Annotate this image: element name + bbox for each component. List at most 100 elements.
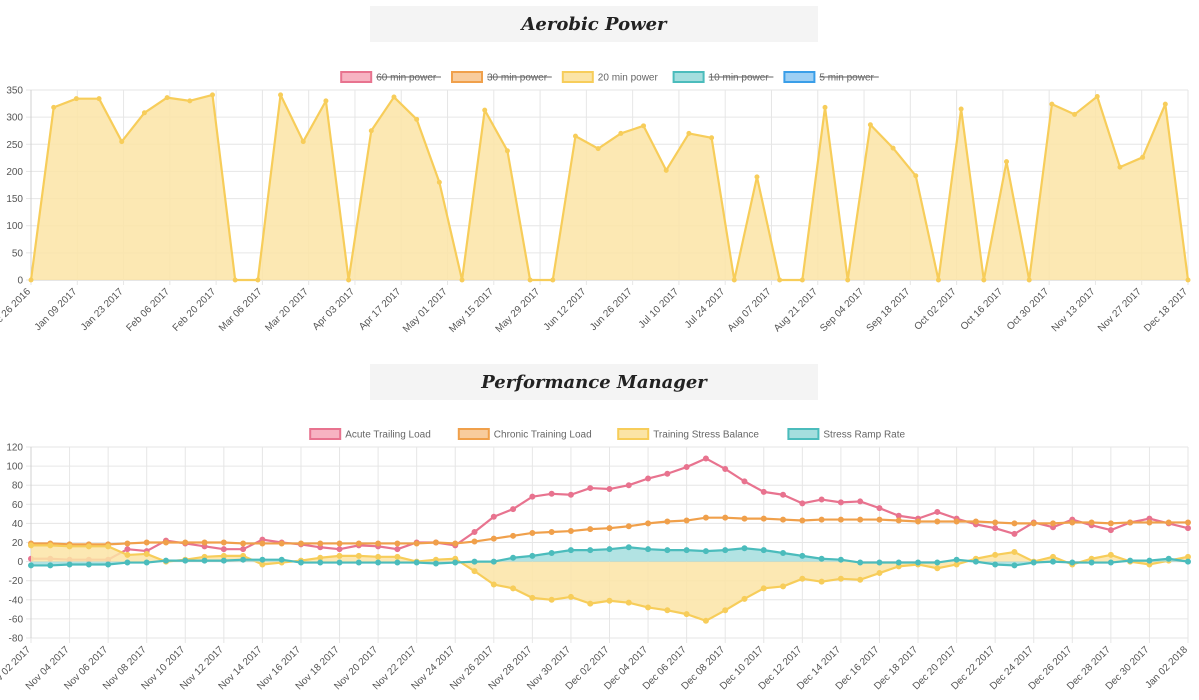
data-point[interactable] [124,540,131,547]
data-point[interactable] [934,559,941,566]
data-point[interactable] [935,277,941,283]
data-point[interactable] [702,617,709,624]
data-point[interactable] [1165,519,1172,526]
data-point[interactable] [857,576,864,583]
data-point[interactable] [162,539,169,546]
data-point[interactable] [413,540,420,547]
legend-item-5-min-power[interactable]: 5 min power [783,71,879,84]
data-point[interactable] [760,547,767,554]
data-point[interactable] [780,583,787,590]
data-point[interactable] [413,559,420,566]
data-point[interactable] [143,539,150,546]
data-point[interactable] [278,540,285,547]
data-point[interactable] [934,518,941,525]
data-point[interactable] [702,514,709,521]
data-point[interactable] [780,550,787,557]
data-point[interactable] [452,559,459,566]
data-point[interactable] [1050,558,1057,565]
data-point[interactable] [220,539,227,546]
data-point[interactable] [240,556,247,563]
data-point[interactable] [297,540,304,547]
data-point[interactable] [355,552,362,559]
data-point[interactable] [683,464,690,471]
data-point[interactable] [664,470,671,477]
data-point[interactable] [336,540,343,547]
data-point[interactable] [471,538,478,545]
legend-item-60-min-power[interactable]: 60 min power [340,71,441,84]
data-point[interactable] [201,539,208,546]
data-point[interactable] [471,558,478,565]
data-point[interactable] [201,557,208,564]
data-point[interactable] [722,465,729,472]
data-point[interactable] [799,552,806,559]
data-point[interactable] [51,104,57,110]
data-point[interactable] [490,535,497,542]
data-point[interactable] [1088,519,1095,526]
data-point[interactable] [1030,559,1037,566]
data-point[interactable] [895,517,902,524]
data-point[interactable] [394,546,401,553]
data-point[interactable] [895,559,902,566]
data-point[interactable] [818,555,825,562]
data-point[interactable] [818,516,825,523]
data-point[interactable] [375,540,382,547]
data-point[interactable] [664,547,671,554]
data-point[interactable] [876,559,883,566]
data-point[interactable] [336,552,343,559]
legend-item-10-min-power[interactable]: 10 min power [672,71,774,84]
data-point[interactable] [240,540,247,547]
data-point[interactable] [259,561,266,568]
data-point[interactable] [663,167,669,173]
data-point[interactable] [760,585,767,592]
data-point[interactable] [66,561,73,568]
data-point[interactable] [317,554,324,561]
data-point[interactable] [625,523,632,530]
data-point[interactable] [278,556,285,563]
data-point[interactable] [837,499,844,506]
data-point[interactable] [913,173,919,179]
data-point[interactable] [1146,557,1153,564]
data-point[interactable] [641,123,647,129]
data-point[interactable] [822,104,828,110]
data-point[interactable] [394,553,401,560]
data-point[interactable] [857,516,864,523]
data-point[interactable] [510,554,517,561]
data-point[interactable] [1185,525,1191,532]
data-point[interactable] [510,506,517,513]
data-point[interactable] [895,512,902,519]
data-point[interactable] [1185,519,1191,526]
data-point[interactable] [625,482,632,489]
data-point[interactable] [741,545,748,552]
data-point[interactable] [618,130,624,136]
data-point[interactable] [754,174,760,180]
data-point[interactable] [375,553,382,560]
data-point[interactable] [837,516,844,523]
legend-item-chronic-training-load[interactable]: Chronic Training Load [457,428,592,441]
data-point[interactable] [209,92,215,98]
data-point[interactable] [548,528,555,535]
data-point[interactable] [47,542,54,549]
data-point[interactable] [857,498,864,505]
data-point[interactable] [240,546,247,553]
data-point[interactable] [587,600,594,607]
data-point[interactable] [490,513,497,520]
legend-item-30-min-power[interactable]: 30 min power [451,71,552,84]
data-point[interactable] [124,551,131,558]
data-point[interactable] [1072,111,1078,117]
data-point[interactable] [722,607,729,614]
data-point[interactable] [876,570,883,577]
data-point[interactable] [777,277,783,283]
data-point[interactable] [1107,559,1114,566]
data-point[interactable] [143,550,150,557]
data-point[interactable] [346,277,352,283]
data-point[interactable] [686,130,692,136]
data-point[interactable] [741,595,748,602]
data-point[interactable] [683,547,690,554]
data-point[interactable] [572,133,578,139]
data-point[interactable] [799,500,806,507]
data-point[interactable] [355,540,362,547]
data-point[interactable] [818,578,825,585]
data-point[interactable] [837,575,844,582]
data-point[interactable] [981,277,987,283]
legend-item-stress-ramp-rate[interactable]: Stress Ramp Rate [787,428,906,441]
